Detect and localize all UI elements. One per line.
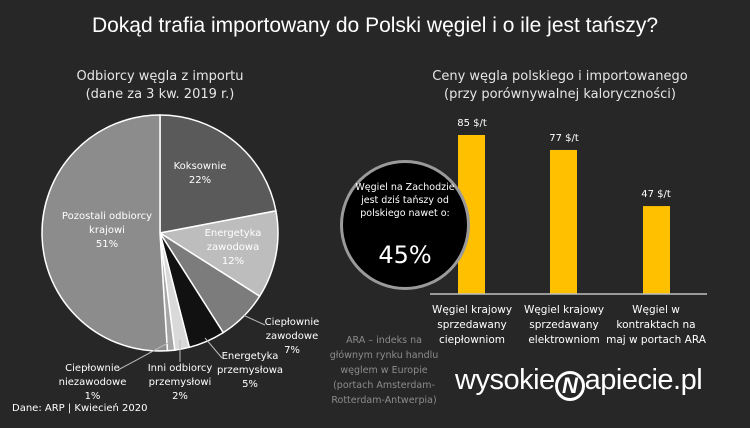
pie-label-inni: Inni odbiorcy przemysłowi 2%: [147, 363, 213, 402]
discount-callout: Węgiel na Zachodzie jest dziś tańszy od …: [340, 160, 470, 290]
bar-value-label: 77 $/t: [549, 133, 579, 144]
source-note: Dane: ARP | Kwiecień 2020: [12, 403, 148, 414]
leader-line: [242, 314, 266, 326]
pie-label-cieplownie-niezawodowe: Ciepłownie niezawodowe 1%: [58, 363, 127, 402]
leader-line: [117, 342, 169, 371]
pie-label-energetyka-przemyslowa: Energetyka przemysłowa 5%: [217, 351, 283, 390]
pie-slice: [159, 114, 277, 234]
pie-label-cieplownie-zawodowe: Ciepłownie zawodowe 7%: [264, 317, 320, 356]
ara-note: ARA – indeks na głównym rynku handlu węg…: [329, 335, 439, 406]
infographic-title: Dokąd trafia importowany do Polski węgie…: [91, 14, 659, 37]
callout-text: Węgiel na Zachodzie jest dziś tańszy od …: [355, 182, 455, 219]
bar-title: Ceny węgla polskiego i importowanego: [432, 69, 688, 84]
bar-subtitle: (przy porównywalnej kaloryczności): [444, 87, 676, 102]
bar: [550, 149, 577, 294]
pie-slice: [41, 114, 169, 352]
pie-title: Odbiorcy węgla z importu: [76, 69, 244, 84]
leader-line: [204, 337, 223, 359]
callout-value: 45%: [378, 241, 432, 269]
pie-subtitle: (dane za 3 kw. 2019 r.): [85, 87, 235, 102]
logo-n-icon: N: [554, 371, 585, 401]
bar-value-label: 47 $/t: [641, 189, 671, 200]
bar: [643, 206, 670, 294]
pie-slice: [157, 210, 279, 298]
bar-category-label: Węgiel krajowy sprzedawany elektrowniom: [523, 304, 605, 346]
bar-category-label: Węgiel w kontraktach na maj w portach AR…: [606, 304, 706, 346]
pie-label-pozostali: Pozostali odbiorcy krajowi 51%: [61, 211, 153, 250]
bar-category-label: Węgiel krajowy sprzedawany ciepłowniom: [431, 304, 513, 346]
pie-label-energetyka-zawodowa: Energetyka zawodowa 12%: [204, 228, 262, 267]
pie-label-koksownie: Koksownie 22%: [173, 161, 227, 186]
bar-value-label: 85 $/t: [457, 118, 487, 129]
